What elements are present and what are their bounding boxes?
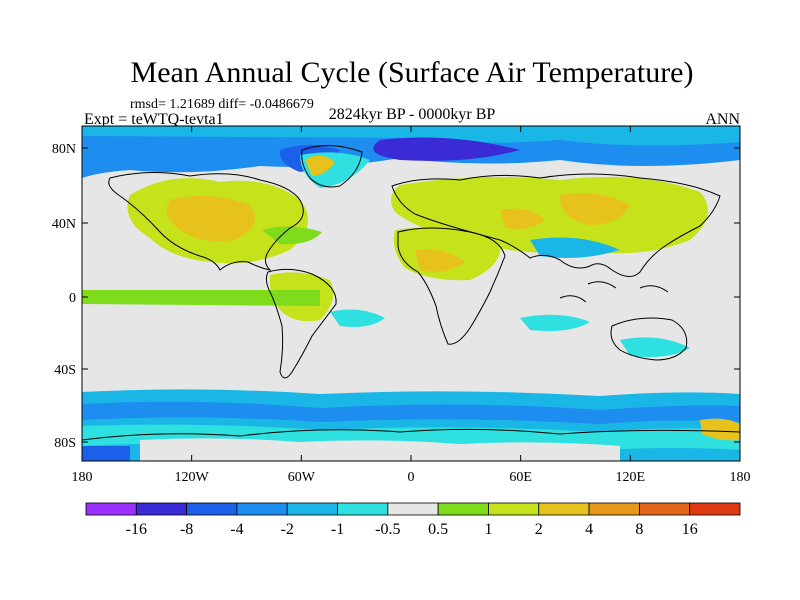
colorbar-label: -0.5	[375, 521, 400, 538]
lat-tick-label: 80S	[54, 436, 76, 451]
islands-coast	[559, 281, 669, 303]
south-atlantic-cool	[330, 309, 385, 327]
arctic-edge	[82, 126, 740, 146]
equatorial-band	[82, 290, 320, 306]
greenland-warm	[305, 155, 335, 176]
coastlines	[82, 145, 740, 441]
south-america-coast	[265, 268, 337, 379]
colorbar-swatch	[186, 502, 238, 516]
temperature-field	[82, 126, 740, 461]
australia-coast	[610, 317, 688, 361]
arctic-strong-cold	[373, 137, 520, 161]
lon-tick-label: 180	[730, 470, 751, 485]
africa-coast	[397, 227, 506, 345]
lon-tick-label: 60W	[288, 470, 316, 485]
stats-label: rmsd= 1.21689 diff= -0.0486679	[130, 97, 314, 112]
colorbar-label: -2	[281, 521, 294, 538]
sahara-hot	[415, 249, 465, 272]
colorbar-swatch	[387, 502, 439, 516]
lat-tick-label: 80N	[52, 142, 76, 157]
lon-tick-label: 0	[408, 470, 415, 485]
greenland-coast	[301, 145, 363, 188]
middle-east-hot	[500, 208, 545, 229]
colorbar-swatch	[337, 502, 389, 516]
ross-sea-warm	[700, 418, 740, 441]
period-label: 2824kyr BP - 0000kyr BP	[329, 106, 496, 123]
lon-tick-label: 180	[72, 470, 93, 485]
colorbar-swatch	[588, 502, 640, 516]
colorbar-swatch	[638, 502, 691, 516]
australia-cool	[620, 337, 690, 357]
southern-ocean-cold	[82, 401, 740, 424]
colorbar-label: -16	[126, 521, 147, 538]
colorbar-swatch	[286, 502, 338, 516]
colorbar-label: -4	[230, 521, 243, 538]
colorbar-swatch	[689, 502, 741, 516]
colorbar-label: -8	[180, 521, 193, 538]
colorbar-label: 16	[682, 521, 698, 538]
colorbar: -16 -8 -4 -2 -1 -0.5 0.5 1 2 4 8 16	[85, 502, 741, 538]
antarctica-interior	[140, 438, 620, 461]
colorbar-label: 8	[635, 521, 643, 538]
colorbar-swatch	[488, 502, 540, 516]
colorbar-swatch	[135, 502, 188, 516]
colorbar-swatch	[437, 502, 489, 516]
colorbar-swatch	[236, 502, 288, 516]
tibet-cool	[530, 237, 620, 258]
plot-title: Mean Annual Cycle (Surface Air Temperatu…	[131, 56, 694, 89]
season-label: ANN	[705, 111, 740, 128]
indian-ocean-cool	[520, 314, 590, 331]
colorbar-swatch	[538, 502, 590, 516]
lat-tick-label: 40N	[52, 217, 76, 232]
antarctica-coast	[82, 428, 740, 441]
colorbar-label: -1	[331, 521, 344, 538]
lon-tick-label: 120E	[616, 470, 646, 485]
colorbar-label: 1	[484, 521, 492, 538]
lat-tick-label: 0	[69, 291, 76, 306]
experiment-label: Expt = teWTQ-tevta1	[84, 111, 224, 128]
colorbar-label: 4	[585, 521, 593, 538]
north-america-coast	[108, 171, 304, 271]
north-america-hot	[166, 196, 255, 242]
colorbar-swatch	[85, 502, 137, 516]
longitude-axis: 180 120W 60W 0 60E 120E 180	[72, 126, 751, 485]
latitude-axis: 80N 40N 0 40S 80S	[52, 142, 740, 451]
central-asia-hot	[560, 192, 630, 225]
lon-tick-label: 60E	[509, 470, 532, 485]
lon-tick-label: 120W	[175, 470, 210, 485]
lat-tick-label: 40S	[54, 363, 76, 378]
colorbar-label: 2	[535, 521, 543, 538]
colorbar-label: 0.5	[428, 521, 448, 538]
antarctic-cold-patch	[82, 446, 130, 461]
